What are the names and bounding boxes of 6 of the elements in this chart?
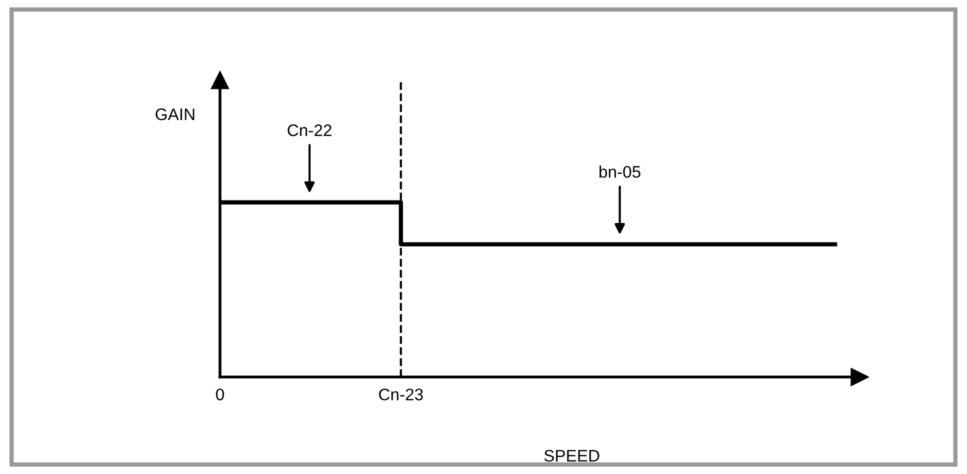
x-tick-label: 0 (216, 388, 224, 400)
text: Cn-22 (288, 124, 332, 136)
x-tick-label: Cn-23 (379, 388, 423, 400)
text: bn-05 (600, 166, 640, 178)
x-axis-title: SPEED (544, 450, 600, 462)
text: GAIN (156, 108, 194, 120)
